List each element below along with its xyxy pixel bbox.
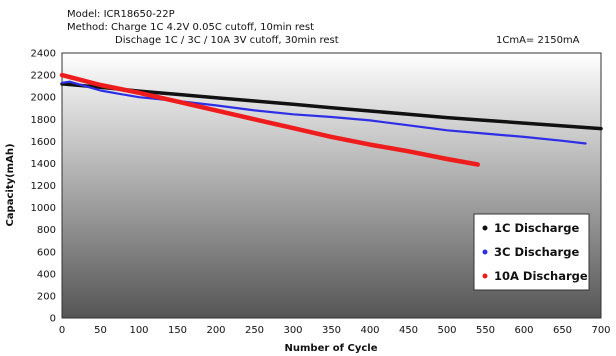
series-lines bbox=[59, 72, 603, 167]
x-tick-label: 350 bbox=[322, 325, 341, 336]
y-tick-label: 1400 bbox=[31, 159, 56, 170]
y-axis-ticks: 0 200 400 600 800 1000 1200 1400 1600 1800 2000 220… bbox=[31, 49, 56, 325]
series-line-10a bbox=[59, 72, 481, 167]
discharge-method-label: Dischage 1C / 3C / 10A 3V cutoff, 30min … bbox=[115, 35, 339, 46]
chart-header: Model: ICR18650-22P Method: Charge 1C 4.… bbox=[0, 0, 616, 52]
x-tick-label: 200 bbox=[206, 325, 225, 336]
x-tick-label: 450 bbox=[399, 325, 418, 336]
legend-marker-1c bbox=[482, 225, 488, 231]
y-tick-label: 0 bbox=[50, 314, 56, 325]
x-axis-label: Number of Cycle bbox=[285, 343, 378, 354]
x-tick-label: 600 bbox=[514, 325, 533, 336]
legend: 1C Discharge 3C Discharge 10A Discharge bbox=[473, 213, 590, 291]
x-tick-label: 700 bbox=[591, 325, 610, 336]
y-tick-label: 600 bbox=[37, 247, 56, 258]
legend-label-10a: 10A Discharge bbox=[494, 269, 588, 283]
y-tick-label: 2200 bbox=[31, 71, 56, 82]
x-tick-label: 300 bbox=[283, 325, 302, 336]
charge-method-label: Method: Charge 1C 4.2V 0.05C cutoff, 10m… bbox=[67, 22, 315, 33]
x-tick-label: 50 bbox=[94, 325, 107, 336]
y-tick-label: 1600 bbox=[31, 137, 56, 148]
y-tick-label: 400 bbox=[37, 269, 56, 280]
x-tick-label: 400 bbox=[360, 325, 379, 336]
x-tick-label: 250 bbox=[245, 325, 264, 336]
legend-label-3c: 3C Discharge bbox=[494, 245, 579, 259]
y-tick-label: 2000 bbox=[31, 93, 56, 104]
y-tick-label: 200 bbox=[37, 291, 56, 302]
legend-marker-3c bbox=[482, 249, 488, 255]
y-tick-label: 2400 bbox=[31, 49, 56, 60]
x-tick-label: 150 bbox=[168, 325, 187, 336]
y-tick-label: 1800 bbox=[31, 115, 56, 126]
x-tick-label: 0 bbox=[59, 325, 65, 336]
series-line-3c bbox=[60, 80, 587, 145]
cma-note: 1CmA= 2150mA bbox=[496, 35, 580, 46]
y-tick-label: 800 bbox=[37, 225, 56, 236]
y-axis-label: Capacity(mAh) bbox=[5, 143, 16, 226]
x-tick-label: 650 bbox=[553, 325, 572, 336]
x-tick-label: 100 bbox=[129, 325, 148, 336]
series-line-1c bbox=[60, 82, 603, 131]
legend-marker-10a bbox=[482, 273, 488, 279]
x-tick-label: 550 bbox=[476, 325, 495, 336]
x-tick-label: 500 bbox=[437, 325, 456, 336]
model-label: Model: ICR18650-22P bbox=[67, 9, 175, 20]
legend-label-1c: 1C Discharge bbox=[494, 221, 579, 235]
legend-box bbox=[473, 213, 590, 291]
x-axis-ticks: 0 50 100 150 200 250 300 350 400 450 500 550 600 650 7… bbox=[59, 325, 611, 336]
y-tick-label: 1200 bbox=[31, 181, 56, 192]
y-tick-label: 1000 bbox=[31, 203, 56, 214]
